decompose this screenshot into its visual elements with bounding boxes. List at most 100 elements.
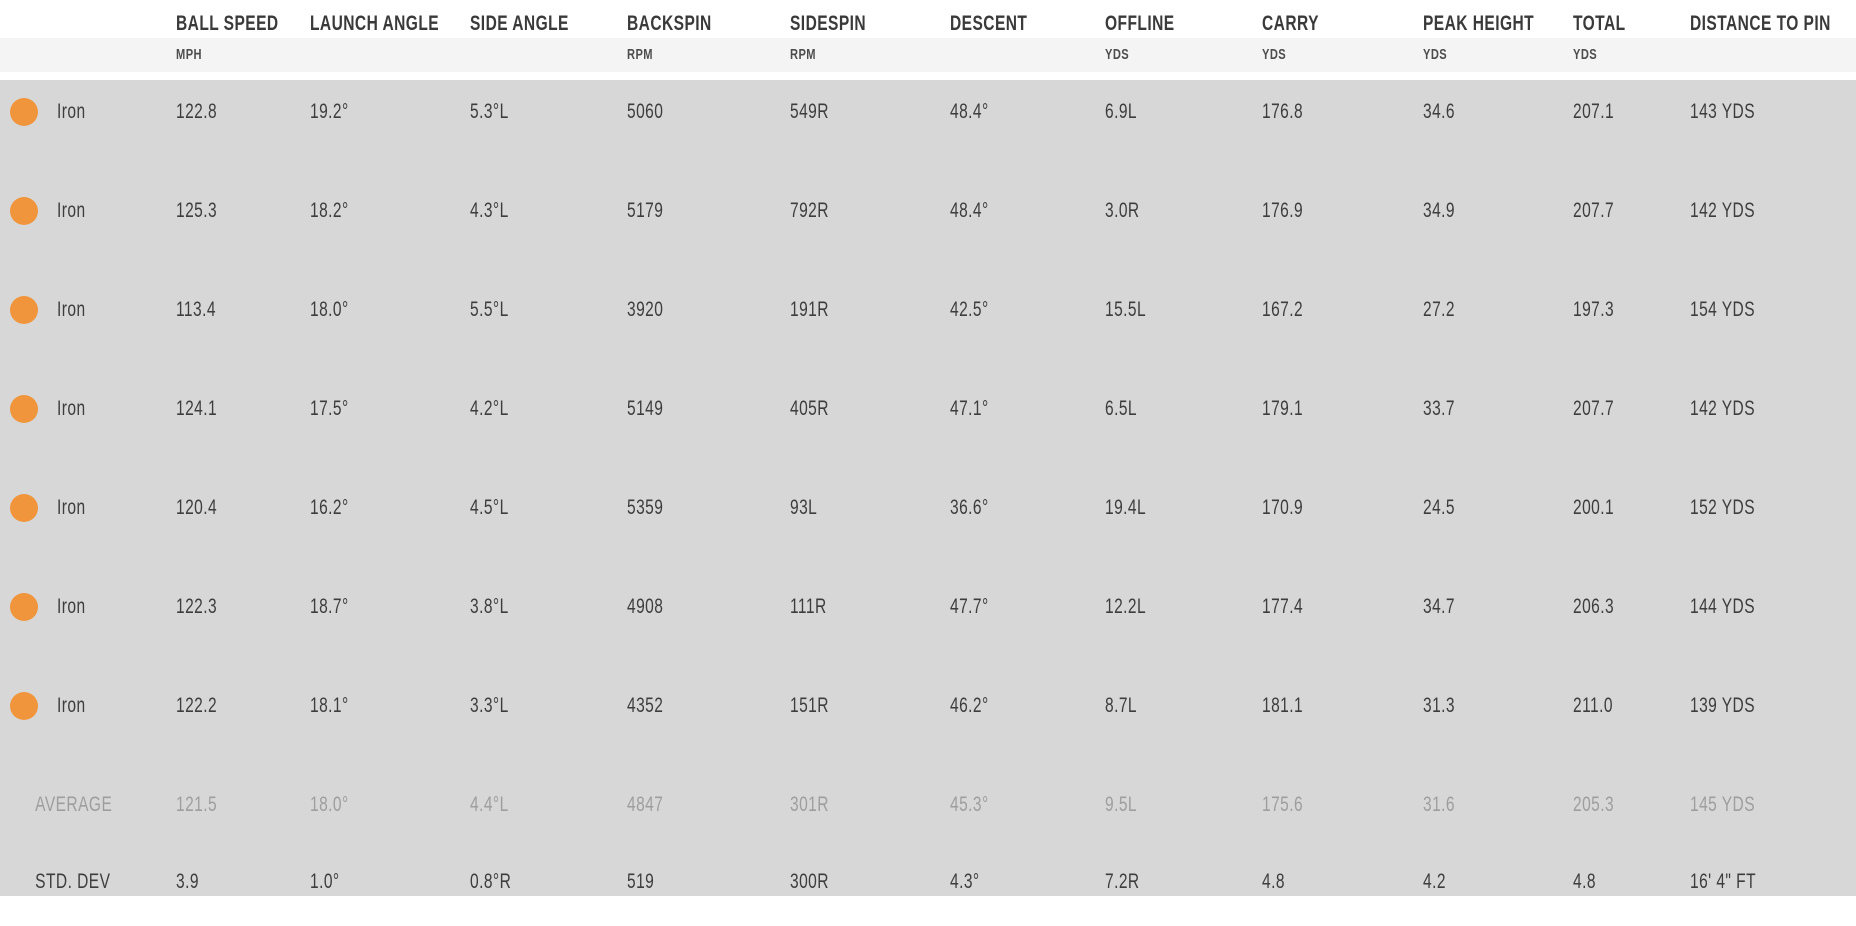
value-ball_speed: 122.3 [176, 595, 218, 618]
value-backspin: 5149 [627, 397, 664, 420]
value-peak_height: 34.6 [1423, 100, 1456, 123]
value-total: 207.1 [1573, 100, 1615, 123]
cell-peak_height: 34.7 [1423, 595, 1573, 619]
cell-offline: 15.5L [1105, 298, 1262, 322]
column-header-launch_angle: LAUNCH ANGLE [310, 12, 470, 36]
cell-side_angle: 4.5°L [470, 496, 627, 520]
row-label-cell: STD. DEV [0, 870, 176, 894]
value-descent: 47.1° [950, 397, 989, 420]
club-label: Iron [57, 199, 86, 222]
value-offline: 15.5L [1105, 298, 1147, 321]
value-ball_speed: 121.5 [176, 793, 218, 816]
value-distance_to_pin: 16' 4" FT [1690, 870, 1757, 893]
column-unit-label-offline: YDS [1105, 46, 1130, 63]
cell-offline: 7.2R [1105, 870, 1262, 894]
value-descent: 45.3° [950, 793, 989, 816]
cell-distance_to_pin: 139 YDS [1690, 694, 1856, 718]
cell-backspin: 3920 [627, 298, 790, 322]
value-total: 197.3 [1573, 298, 1615, 321]
cell-peak_height: 31.6 [1423, 793, 1573, 817]
cell-launch_angle: 17.5° [310, 397, 470, 421]
value-descent: 42.5° [950, 298, 989, 321]
cell-total: 207.7 [1573, 199, 1690, 223]
row-label-cell: Iron [0, 692, 176, 720]
column-header-total: TOTAL [1573, 12, 1690, 36]
cell-total: 206.3 [1573, 595, 1690, 619]
column-header-label-launch_angle: LAUNCH ANGLE [310, 12, 440, 35]
value-backspin: 5359 [627, 496, 664, 519]
value-distance_to_pin: 142 YDS [1690, 397, 1756, 420]
table-row-shot[interactable]: Iron 122.8 19.2° 5.3°L 5060 549R 48.4° 6.9L 176.… [0, 80, 1856, 179]
club-color-dot [10, 395, 38, 423]
cell-distance_to_pin: 143 YDS [1690, 100, 1856, 124]
cell-backspin: 5179 [627, 199, 790, 223]
cell-launch_angle: 18.0° [310, 298, 470, 322]
value-side_angle: 3.3°L [470, 694, 509, 717]
cell-backspin: 4352 [627, 694, 790, 718]
cell-descent: 48.4° [950, 199, 1105, 223]
cell-side_angle: 5.3°L [470, 100, 627, 124]
table-row-shot[interactable]: Iron 122.2 18.1° 3.3°L 4352 151R 46.2° 8.7L 181.… [0, 674, 1856, 773]
value-carry: 179.1 [1262, 397, 1304, 420]
table-row-shot[interactable]: Iron 125.3 18.2° 4.3°L 5179 792R 48.4° 3.0R 176.… [0, 179, 1856, 278]
cell-carry: 175.6 [1262, 793, 1423, 817]
value-side_angle: 3.8°L [470, 595, 509, 618]
value-sidespin: 111R [790, 595, 827, 618]
cell-backspin: 5359 [627, 496, 790, 520]
club-color-dot [10, 692, 38, 720]
club-color-dot [10, 296, 38, 324]
column-header-side_angle: SIDE ANGLE [470, 12, 627, 36]
table-row-shot[interactable]: Iron 120.4 16.2° 4.5°L 5359 93L 36.6° 19.4L 170.… [0, 476, 1856, 575]
cell-ball_speed: 113.4 [176, 298, 310, 322]
cell-backspin: 4908 [627, 595, 790, 619]
value-offline: 7.2R [1105, 870, 1140, 893]
cell-carry: 170.9 [1262, 496, 1423, 520]
value-ball_speed: 120.4 [176, 496, 218, 519]
cell-ball_speed: 121.5 [176, 793, 310, 817]
cell-distance_to_pin: 154 YDS [1690, 298, 1856, 322]
column-unit-label-total: YDS [1573, 46, 1598, 63]
value-descent: 47.7° [950, 595, 989, 618]
club-label: Iron [57, 694, 86, 717]
column-header-label-peak_height: PEAK HEIGHT [1423, 12, 1535, 35]
club-label: Iron [57, 298, 86, 321]
column-unit-launch_angle [310, 46, 470, 64]
value-distance_to_pin: 154 YDS [1690, 298, 1756, 321]
club-color-dot [10, 494, 38, 522]
cell-distance_to_pin: 144 YDS [1690, 595, 1856, 619]
cell-side_angle: 0.8°R [470, 870, 627, 894]
row-label-cell: AVERAGE [0, 793, 176, 817]
column-header-sidespin: SIDESPIN [790, 12, 950, 36]
table-body: Iron 122.8 19.2° 5.3°L 5060 549R 48.4° 6.9L 176.… [0, 80, 1856, 896]
cell-descent: 47.1° [950, 397, 1105, 421]
table-row-shot[interactable]: Iron 122.3 18.7° 3.8°L 4908 111R 47.7° 12.2L 177… [0, 575, 1856, 674]
value-backspin: 4352 [627, 694, 664, 717]
cell-offline: 12.2L [1105, 595, 1262, 619]
cell-side_angle: 5.5°L [470, 298, 627, 322]
cell-carry: 167.2 [1262, 298, 1423, 322]
cell-offline: 3.0R [1105, 199, 1262, 223]
club-label: Iron [57, 496, 86, 519]
cell-ball_speed: 124.1 [176, 397, 310, 421]
table-row-shot[interactable]: Iron 124.1 17.5° 4.2°L 5149 405R 47.1° 6.5L 179.… [0, 377, 1856, 476]
column-header-carry: CARRY [1262, 12, 1423, 36]
cell-peak_height: 33.7 [1423, 397, 1573, 421]
cell-ball_speed: 122.2 [176, 694, 310, 718]
value-backspin: 4847 [627, 793, 664, 816]
column-unit-descent [950, 46, 1105, 64]
cell-peak_height: 34.6 [1423, 100, 1573, 124]
row-label-cell: Iron [0, 98, 176, 126]
value-carry: 170.9 [1262, 496, 1304, 519]
cell-carry: 176.8 [1262, 100, 1423, 124]
cell-peak_height: 27.2 [1423, 298, 1573, 322]
value-distance_to_pin: 152 YDS [1690, 496, 1756, 519]
value-total: 200.1 [1573, 496, 1615, 519]
table-row-shot[interactable]: Iron 113.4 18.0° 5.5°L 3920 191R 42.5° 15.5L 167… [0, 278, 1856, 377]
column-header-label-total: TOTAL [1573, 12, 1626, 35]
cell-distance_to_pin: 142 YDS [1690, 199, 1856, 223]
value-side_angle: 4.5°L [470, 496, 509, 519]
cell-ball_speed: 122.8 [176, 100, 310, 124]
row-label-cell: Iron [0, 296, 176, 324]
value-total: 207.7 [1573, 199, 1615, 222]
cell-descent: 42.5° [950, 298, 1105, 322]
